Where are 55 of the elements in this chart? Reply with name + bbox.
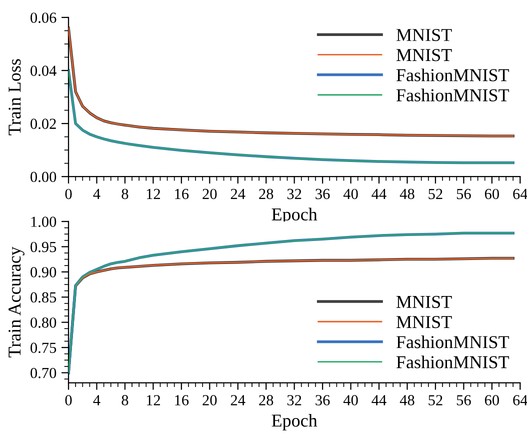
legend-label: FashionMNIST: [396, 68, 510, 82]
x-tick-label: 12: [146, 395, 160, 406]
y-tick-label: 0.06: [30, 12, 56, 23]
y-tick-label: 0.02: [30, 118, 56, 130]
x-tick-label: 20: [202, 395, 217, 406]
x-tick-label: 4: [93, 188, 100, 199]
y-tick-label: 0.80: [30, 317, 56, 328]
x-tick-label: 24: [230, 188, 246, 199]
x-tick-label: 36: [316, 188, 330, 200]
legend-label: FashionMNIST: [396, 356, 510, 368]
x-tick-label: 56: [456, 395, 471, 406]
x-tick-label: 28: [259, 188, 274, 200]
x-tick-label: 16: [175, 395, 189, 406]
y-tick-label: 0.85: [30, 292, 56, 303]
legend-label: FashionMNIST: [396, 336, 510, 348]
x-tick-label: 0: [65, 188, 72, 200]
x-tick-label: 12: [146, 188, 160, 199]
legend-label: MNIST: [396, 296, 452, 308]
x-tick-label: 32: [287, 188, 302, 200]
legend-label: MNIST: [396, 316, 452, 328]
y-tick-label: 0.70: [30, 368, 56, 378]
x-tick-label: 48: [400, 188, 414, 200]
x-tick-label: 28: [259, 395, 274, 406]
x-tick-label: 40: [343, 188, 358, 200]
y-tick-label: 0.00: [30, 172, 56, 182]
y-tick-label: 1.00: [31, 216, 56, 228]
x-tick-label: 4: [93, 395, 100, 406]
y-axis-title: Train Loss: [8, 59, 21, 136]
x-tick-label: 40: [343, 395, 358, 406]
x-tick-label: 24: [230, 395, 246, 406]
y-axis-title: Train Accuracy: [8, 246, 24, 358]
legend-label: MNIST: [396, 28, 452, 42]
x-tick-label: 44: [372, 188, 386, 199]
x-tick-label: 52: [428, 188, 442, 200]
x-tick-label: 0: [65, 395, 72, 406]
legend-label: MNIST: [396, 49, 452, 62]
x-tick-label: 48: [400, 395, 414, 406]
y-tick-label: 0.90: [30, 267, 56, 278]
x-tick-label: 56: [456, 188, 471, 200]
x-tick-label: 8: [122, 188, 128, 200]
x-axis-title: Epoch: [272, 414, 318, 430]
y-tick-label: 0.04: [30, 66, 56, 76]
x-tick-label: 60: [484, 395, 499, 406]
x-tick-label: 32: [287, 395, 302, 406]
x-axis-title: Epoch: [272, 208, 318, 224]
y-tick-label: 0.95: [30, 242, 56, 252]
x-tick-label: 60: [484, 188, 499, 200]
y-tick-label: 0.75: [30, 342, 56, 354]
x-tick-label: 36: [316, 395, 330, 406]
x-tick-label: 52: [428, 395, 442, 406]
x-tick-label: 8: [122, 395, 128, 406]
x-tick-label: 16: [175, 188, 189, 200]
legend-label: FashionMNIST: [396, 88, 510, 102]
x-tick-label: 44: [372, 395, 386, 406]
x-tick-label: 20: [202, 188, 217, 200]
